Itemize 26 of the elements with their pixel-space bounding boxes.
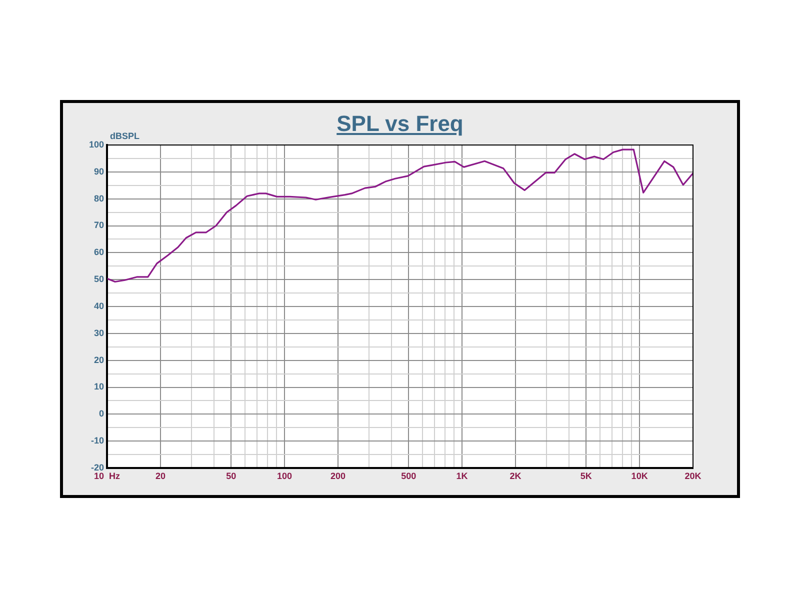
y-tick-label: 40 bbox=[94, 300, 104, 311]
y-tick-label: 30 bbox=[94, 328, 104, 338]
y-tick-label: 70 bbox=[94, 220, 104, 230]
y-tick-label: -20 bbox=[90, 462, 104, 472]
y-tick-label: 10 bbox=[94, 382, 104, 392]
x-tick-label: 10K bbox=[631, 470, 648, 481]
y-axis-title: dBSPL bbox=[110, 131, 140, 141]
y-tick-label: 80 bbox=[94, 193, 104, 204]
x-tick-label: 1K bbox=[456, 470, 468, 481]
y-tick-label: -10 bbox=[90, 436, 104, 446]
x-tick-label: 5K bbox=[580, 470, 592, 481]
chart-title: SPL vs Freq bbox=[336, 111, 464, 136]
x-tick-label: 2K bbox=[510, 470, 522, 481]
x-tick-label: 20 bbox=[155, 470, 166, 481]
x-tick-label: 200 bbox=[330, 470, 346, 481]
x-tick-label: 20K bbox=[684, 470, 702, 481]
y-tick-label: 0 bbox=[98, 408, 104, 419]
x-tick-label: 100 bbox=[277, 470, 292, 481]
y-tick-label: 50 bbox=[94, 274, 104, 284]
y-tick-label: 60 bbox=[94, 247, 104, 258]
y-tick-label: 100 bbox=[88, 139, 104, 150]
x-tick-label: 500 bbox=[401, 470, 416, 481]
x-tick-label: 10 Hz bbox=[94, 470, 121, 481]
y-tick-label: 90 bbox=[94, 166, 104, 176]
y-tick-label: 20 bbox=[94, 354, 104, 365]
x-tick-label: 50 bbox=[226, 470, 236, 481]
